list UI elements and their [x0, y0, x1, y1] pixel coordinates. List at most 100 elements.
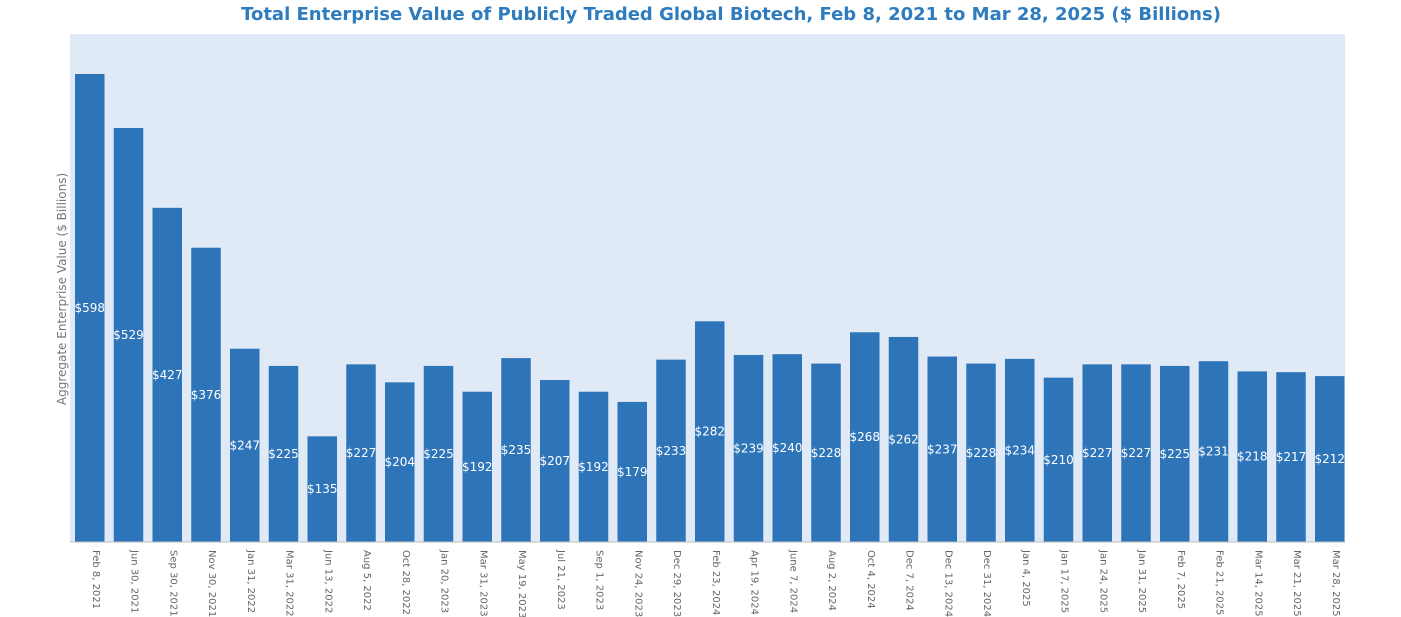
bar — [733, 354, 764, 542]
y-axis-label: Aggregate Enterprise Value ($ Billions) — [55, 173, 69, 405]
bar-value-label: $210 — [1043, 453, 1074, 467]
x-tick-label: Mar 14, 2025 — [1252, 550, 1263, 617]
bar — [462, 391, 492, 542]
bar — [540, 380, 570, 542]
bar-value-label: $212 — [1314, 452, 1345, 466]
bar-value-label: $233 — [656, 444, 687, 458]
bar — [578, 391, 609, 542]
x-tick-label: May 19, 2023 — [516, 550, 527, 617]
bar-value-label: $225 — [268, 447, 299, 461]
x-tick-label: Dec 7, 2024 — [904, 550, 915, 611]
bar-value-label: $227 — [346, 446, 377, 460]
x-tick-label: Jul 21, 2023 — [555, 549, 566, 610]
bar — [152, 207, 182, 542]
x-tick-label: Jun 13, 2022 — [322, 549, 333, 613]
x-tick-label: Aug 2, 2024 — [826, 550, 837, 611]
bar — [1121, 364, 1151, 542]
x-tick-label: Sep 30, 2021 — [167, 550, 178, 617]
x-tick-label: Feb 23, 2024 — [710, 550, 721, 615]
bar-value-label: $218 — [1237, 450, 1268, 464]
bar-value-label: $231 — [1198, 445, 1229, 459]
bar-value-label: $235 — [501, 443, 532, 457]
x-tick-label: Jan 31, 2022 — [245, 549, 256, 613]
bar — [113, 128, 144, 543]
x-tick-label: Feb 8, 2021 — [90, 550, 101, 609]
bar-value-label: $427 — [152, 368, 183, 382]
x-tick-label: Dec 13, 2024 — [942, 550, 953, 617]
x-tick-label: Jan 31, 2025 — [1136, 549, 1147, 613]
bar — [75, 74, 105, 543]
bar-value-label: $135 — [307, 482, 338, 496]
bar — [230, 348, 260, 542]
x-tick-label: Feb 21, 2025 — [1214, 550, 1225, 615]
chart-title: Total Enterprise Value of Publicly Trade… — [241, 4, 1221, 25]
bar — [346, 364, 376, 542]
bar — [501, 358, 531, 542]
bar-value-label: $376 — [191, 388, 222, 402]
x-tick-label: Nov 30, 2021 — [206, 550, 217, 617]
x-tick-label: Aug 5, 2022 — [361, 550, 372, 611]
bar-value-label: $207 — [539, 454, 570, 468]
x-tick-label: Dec 29, 2023 — [671, 550, 682, 617]
bar — [268, 365, 299, 542]
bar — [1276, 372, 1306, 542]
bar-value-label: $228 — [811, 446, 842, 460]
bars-group — [75, 74, 1345, 543]
x-tick-label: Jan 17, 2025 — [1059, 549, 1070, 613]
x-tick-label: June 7, 2024 — [787, 549, 798, 613]
bar-value-label: $247 — [229, 438, 260, 452]
x-tick-label: Mar 28, 2025 — [1330, 550, 1341, 617]
bar-value-label: $237 — [927, 442, 958, 456]
x-tick-label: Oct 4, 2024 — [865, 550, 876, 609]
bar-value-label: $179 — [617, 465, 648, 479]
bar-value-label: $227 — [1082, 446, 1113, 460]
bar — [1198, 361, 1229, 542]
bar — [1005, 358, 1035, 542]
bar — [927, 356, 957, 542]
x-tick-label: Dec 31, 2024 — [981, 550, 992, 617]
bar — [966, 363, 996, 542]
bar-value-label: $268 — [849, 430, 880, 444]
bar — [811, 363, 841, 542]
bar-value-label: $529 — [113, 328, 144, 342]
x-tick-labels-group: Feb 8, 2021 Jun 30, 2021 Sep 30, 2021 Nov 3… — [90, 549, 1341, 617]
bar — [656, 359, 686, 542]
x-tick-label: Oct 28, 2022 — [400, 550, 411, 615]
bar — [1043, 377, 1074, 542]
x-tick-label: Feb 7, 2025 — [1175, 550, 1186, 609]
bar-value-label: $192 — [462, 460, 493, 474]
bar — [850, 332, 880, 542]
bar — [617, 401, 647, 542]
bar-value-label: $598 — [74, 301, 105, 315]
bar-labels-group: $598 $529 $427 $376 $247 $225 $135 $227 $204 $225… — [74, 301, 1345, 496]
x-tick-label: Apr 19, 2024 — [749, 550, 760, 615]
bar — [772, 354, 802, 542]
x-tick-label: Jun 30, 2021 — [129, 549, 140, 613]
bar — [1237, 371, 1267, 542]
x-tick-label: Mar 31, 2023 — [477, 550, 488, 617]
bar — [423, 365, 454, 542]
bar-value-label: $225 — [423, 447, 454, 461]
x-tick-label: Mar 31, 2022 — [284, 550, 295, 617]
bar — [1315, 376, 1345, 542]
bar-value-label: $234 — [1004, 443, 1035, 457]
bar-value-label: $240 — [772, 441, 803, 455]
bar — [888, 336, 919, 542]
x-tick-label: Jan 24, 2025 — [1097, 549, 1108, 613]
x-tick-label: Jan 20, 2023 — [439, 549, 450, 613]
bar — [307, 436, 337, 542]
bar — [695, 321, 725, 542]
bar — [191, 247, 221, 542]
bar-value-label: $228 — [966, 446, 997, 460]
bar — [385, 382, 415, 542]
bar-value-label: $225 — [1159, 447, 1190, 461]
bar-value-label: $239 — [733, 441, 764, 455]
bar-value-label: $262 — [888, 432, 919, 446]
x-tick-label: Mar 21, 2025 — [1291, 550, 1302, 617]
bar — [1160, 365, 1190, 542]
bar-value-label: $217 — [1276, 450, 1307, 464]
bar-value-label: $282 — [694, 425, 725, 439]
bar — [1082, 364, 1112, 542]
x-tick-label: Jan 4, 2025 — [1020, 549, 1031, 607]
